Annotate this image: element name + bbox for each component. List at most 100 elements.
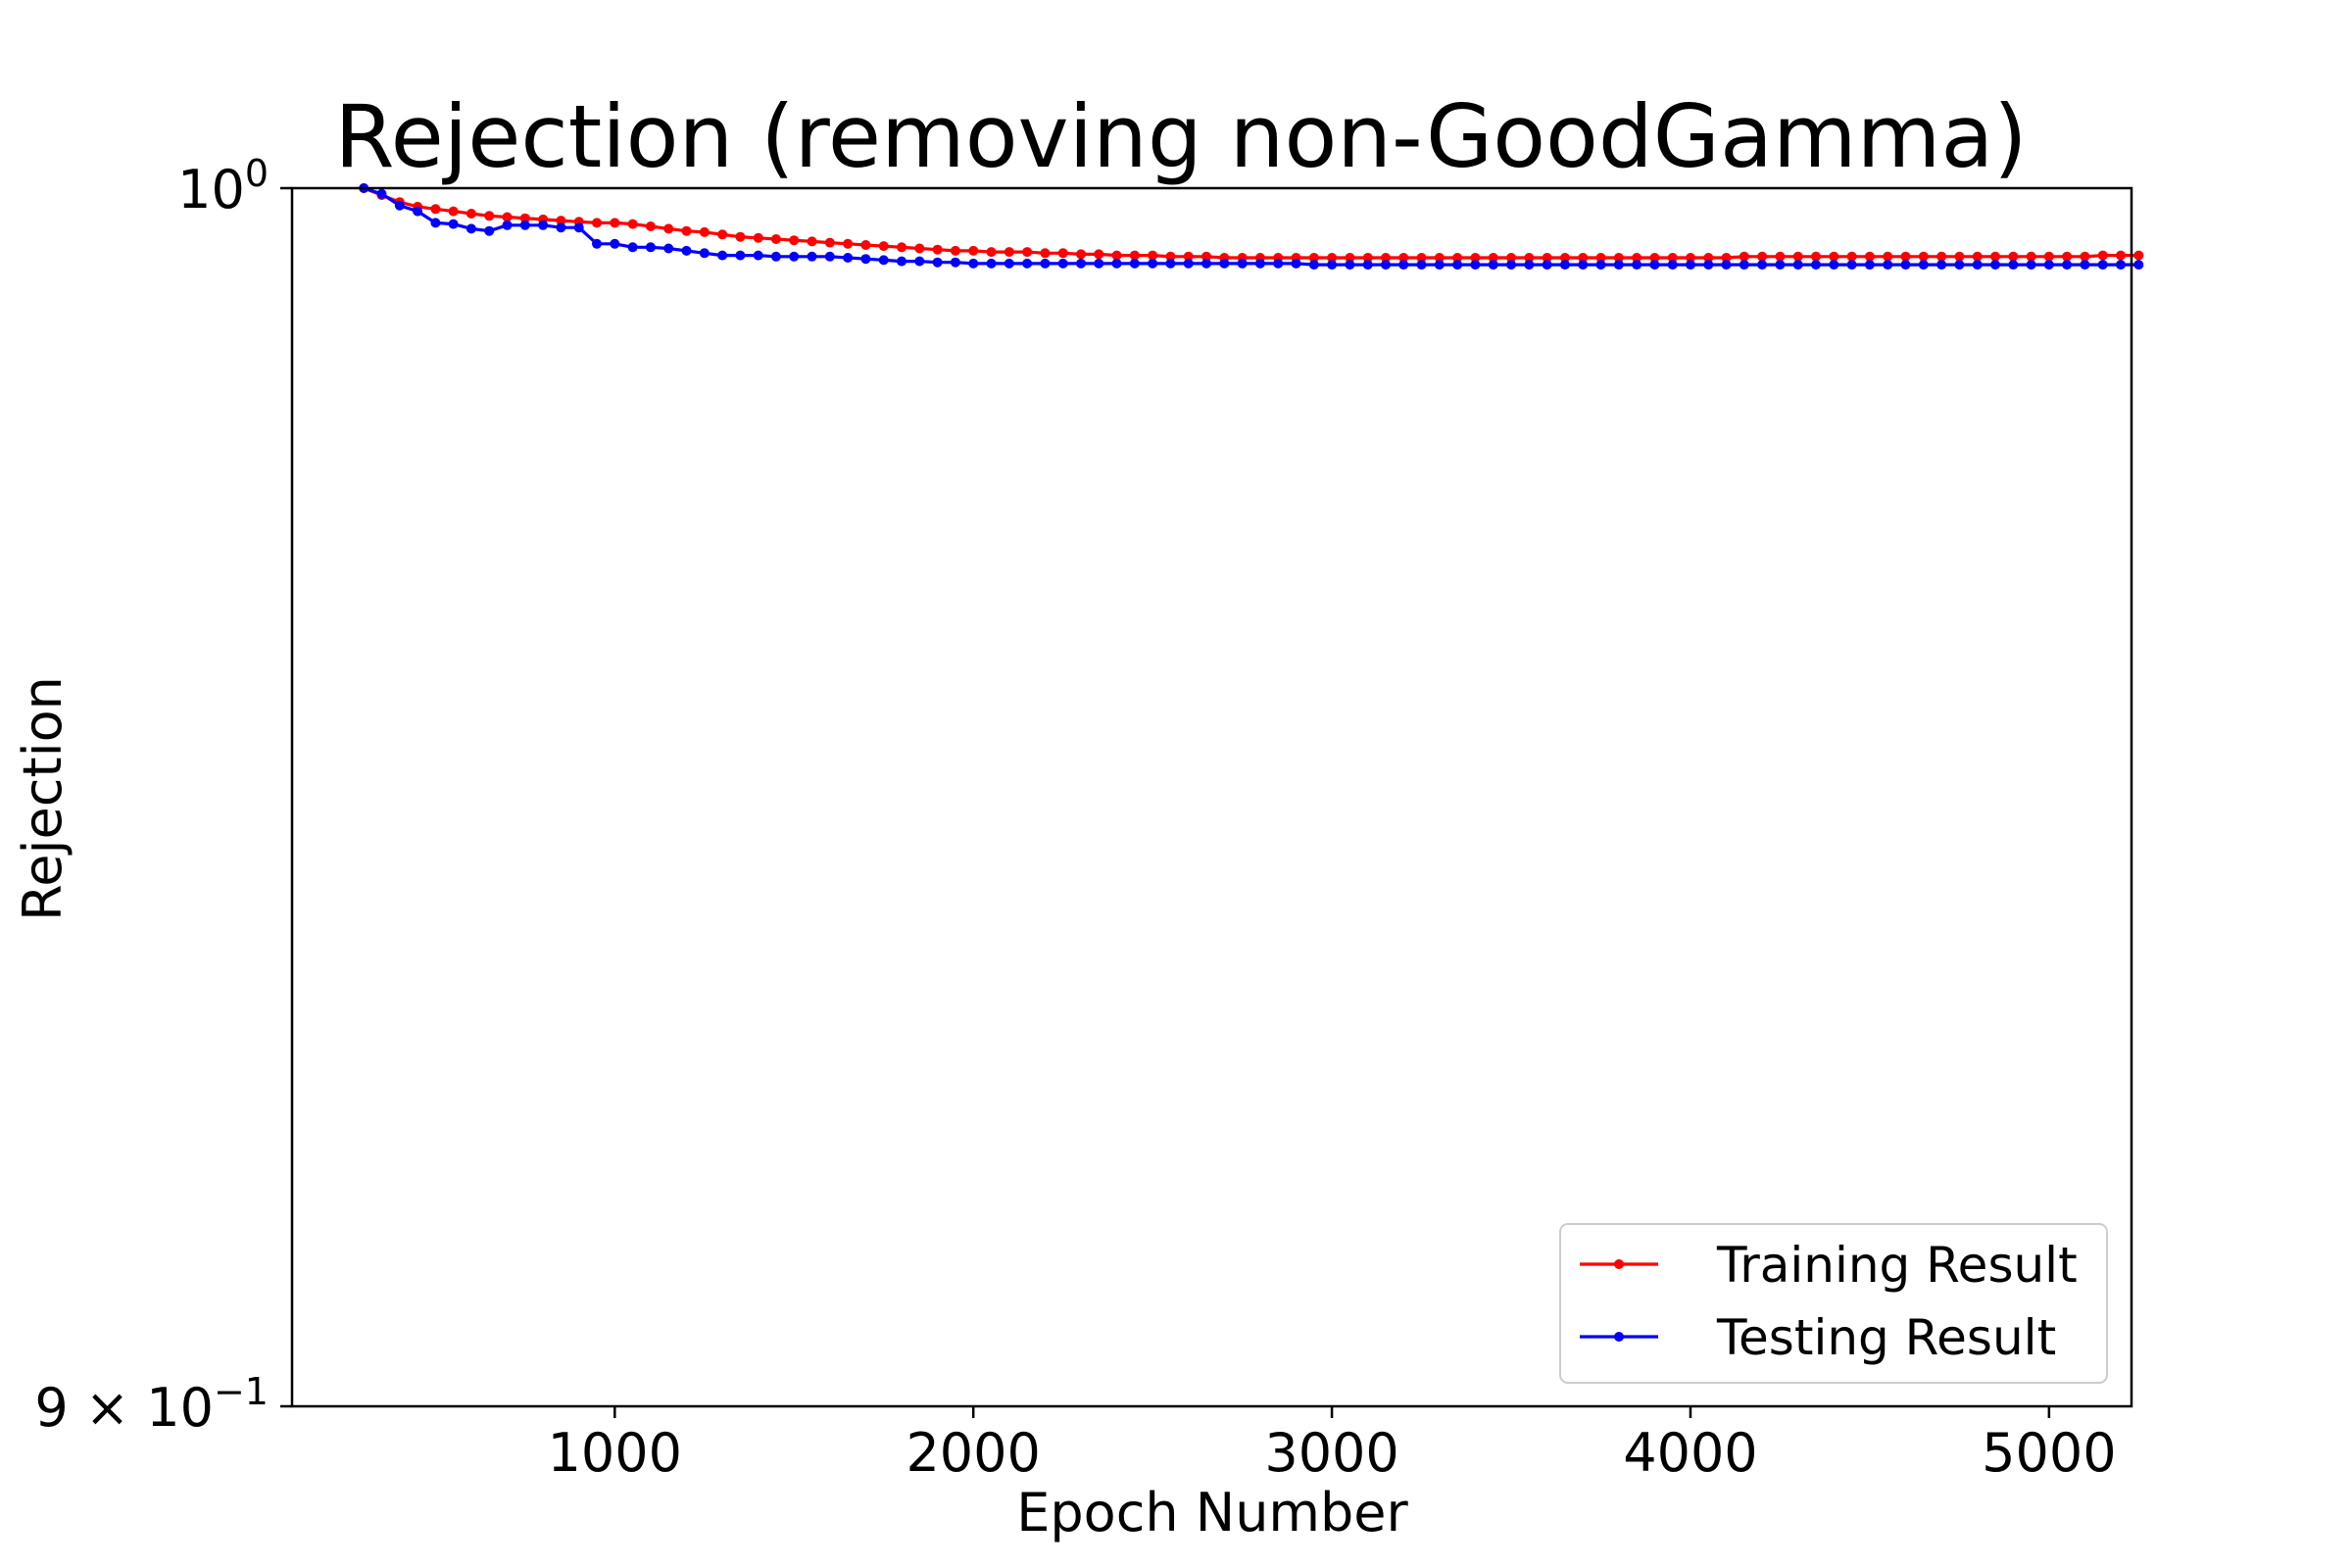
x-tick-label: 5000 [1982, 1422, 2116, 1484]
data-point [914, 256, 925, 267]
data-point [2062, 251, 2073, 262]
x-axis: 1000 2000 3000 4000 5000 [548, 1406, 2117, 1484]
data-point [1972, 260, 1983, 270]
data-point [1936, 260, 1947, 270]
data-point [932, 257, 943, 268]
data-point [1900, 251, 1911, 262]
data-point [1434, 260, 1445, 270]
data-point [1094, 258, 1104, 269]
data-point [1040, 248, 1051, 259]
data-point [843, 238, 854, 249]
data-point [860, 240, 871, 250]
data-point [699, 226, 710, 237]
data-point [1846, 251, 1857, 262]
legend-label: Training Result [1716, 1237, 2078, 1294]
data-point [1434, 253, 1445, 263]
legend-marker [1614, 1332, 1624, 1342]
data-point [376, 188, 387, 199]
data-point [610, 238, 620, 249]
series-training-result [359, 183, 2144, 263]
data-point [484, 211, 495, 221]
data-point [484, 225, 495, 236]
x-tick-label: 3000 [1264, 1422, 1398, 1484]
data-point [2116, 260, 2126, 270]
data-point [1792, 251, 1803, 262]
data-point [1201, 251, 1211, 262]
data-point [681, 245, 692, 256]
data-point [1524, 253, 1535, 263]
data-point [1559, 253, 1570, 263]
data-point [2080, 251, 2090, 262]
data-point [592, 238, 602, 249]
data-point [1613, 260, 1624, 270]
data-point [1488, 253, 1498, 263]
data-point [556, 216, 566, 226]
data-point [1183, 251, 1194, 262]
y-tick-label: 9 × 10−1 [34, 1370, 269, 1439]
data-point [1416, 253, 1427, 263]
data-point [1595, 253, 1606, 263]
data-point [663, 243, 674, 254]
data-point [824, 251, 835, 262]
data-point [502, 212, 513, 222]
data-point [968, 258, 979, 269]
data-point [1883, 260, 1893, 270]
data-point [663, 223, 674, 234]
data-point [1129, 250, 1140, 261]
data-point [1057, 258, 1068, 269]
data-point [1076, 249, 1086, 260]
data-point [1219, 258, 1230, 269]
data-point [448, 206, 459, 217]
data-point [2116, 250, 2126, 261]
data-point [1165, 258, 1176, 269]
data-point [1649, 260, 1660, 270]
data-point [573, 222, 584, 233]
data-point [1111, 250, 1122, 261]
data-point [1954, 251, 1965, 262]
data-point [1291, 258, 1301, 269]
data-point [1775, 260, 1786, 270]
y-axis-label: Rejection [12, 676, 74, 921]
data-point [1578, 260, 1589, 270]
data-point [1076, 258, 1086, 269]
data-point [2097, 250, 2108, 261]
data-point [1703, 253, 1714, 263]
series-line [363, 186, 2139, 267]
data-point [1864, 251, 1875, 262]
data-point [1506, 253, 1516, 263]
data-point [897, 242, 906, 253]
x-tick-label: 1000 [548, 1422, 682, 1484]
data-point [1201, 258, 1211, 269]
data-point [1686, 260, 1695, 270]
data-point [1524, 260, 1535, 270]
data-point [770, 251, 781, 262]
data-point [1488, 260, 1498, 270]
data-point [1452, 253, 1463, 263]
data-point [1864, 260, 1875, 270]
data-point [932, 244, 943, 255]
data-point [1273, 258, 1284, 269]
data-point [717, 229, 728, 240]
data-point [1111, 258, 1122, 269]
chart-title: Rejection (removing non-GoodGamma) [334, 86, 2027, 187]
data-point [1057, 248, 1068, 259]
data-point [986, 247, 997, 258]
data-point [1990, 260, 2000, 270]
data-point [1667, 253, 1678, 263]
data-point [1308, 260, 1319, 270]
data-point [1757, 260, 1768, 270]
data-point [1183, 258, 1194, 269]
data-point [519, 213, 530, 223]
data-point [1721, 260, 1732, 270]
data-point [466, 223, 476, 234]
data-point [843, 253, 854, 263]
data-point [1362, 260, 1373, 270]
legend-label: Testing Result [1716, 1309, 2056, 1366]
x-tick-label: 2000 [906, 1422, 1040, 1484]
data-point [1148, 250, 1158, 261]
data-point [1578, 253, 1589, 263]
x-tick-label: 4000 [1623, 1422, 1757, 1484]
data-point [2062, 260, 2073, 270]
data-point [1972, 251, 1983, 262]
data-point [1004, 258, 1014, 269]
